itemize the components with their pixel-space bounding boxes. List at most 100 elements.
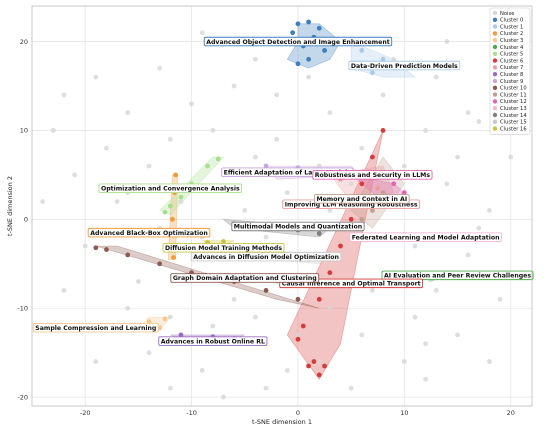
noise-point — [327, 110, 333, 116]
noise-point — [40, 199, 46, 204]
cluster-6-point — [380, 128, 386, 133]
cluster-0-point — [306, 56, 311, 62]
y-axis-label: t-SNE dimension 2 — [6, 176, 14, 236]
noise-point — [380, 92, 386, 98]
noise-point — [61, 288, 67, 293]
noise-point — [433, 288, 439, 293]
cluster-label-text: Memory and Context in AI — [316, 196, 407, 203]
cluster-5-point — [178, 194, 184, 200]
cluster-9-point — [263, 163, 269, 169]
cluster-6-point — [370, 154, 375, 160]
cluster-label-box — [349, 232, 502, 242]
legend-marker — [492, 38, 498, 43]
cluster-12-label: Robustness and Security in LLMs — [312, 170, 433, 180]
noise-point — [189, 101, 194, 107]
noise-point — [284, 368, 290, 373]
cluster-label-text: Advances in Robust Online RL — [161, 338, 265, 345]
cluster-10-point — [125, 252, 131, 258]
cluster-4-label: AI Evaluation and Peer Review Challenges — [381, 270, 534, 281]
noise-point — [253, 314, 258, 320]
cluster-10-point — [93, 245, 99, 251]
legend-label: Cluster 13 — [500, 106, 527, 112]
x-tick-label: -10 — [186, 409, 197, 417]
cluster-6-point — [348, 216, 354, 222]
cluster-label-text: Advanced Black-Box Optimization — [90, 230, 208, 237]
legend-label: Cluster 8 — [500, 72, 523, 78]
cluster-3-point — [146, 319, 152, 324]
legend-label: Cluster 16 — [500, 126, 527, 132]
legend-marker — [492, 72, 498, 77]
cluster-label-text: Federated Learning and Model Adaptation — [352, 234, 500, 241]
cluster-2-point — [171, 255, 176, 260]
cluster-6-point — [306, 363, 311, 369]
noise-point — [455, 154, 460, 160]
legend-label: Cluster 4 — [500, 45, 524, 51]
noise-point — [167, 136, 173, 142]
legend-item: Cluster 15 — [492, 119, 527, 126]
legend-marker — [492, 24, 498, 29]
noise-point — [348, 181, 354, 187]
legend-marker — [492, 51, 498, 56]
plot-frame — [31, 5, 533, 407]
noise-point — [359, 332, 365, 338]
legend-marker — [492, 58, 498, 63]
noise-point — [253, 154, 258, 160]
legend-item: Cluster 11 — [492, 92, 527, 98]
legend-label: Cluster 6 — [500, 58, 523, 64]
cluster-label-text: Advanced Object Detection and Image Enha… — [206, 39, 390, 46]
legend-marker — [492, 119, 498, 125]
noise-point — [295, 332, 301, 338]
cluster-5-point — [162, 209, 168, 215]
cluster-label-box — [32, 323, 159, 333]
cluster-label-text: Robustness and Security in LLMs — [315, 172, 431, 179]
noise-point — [199, 368, 205, 373]
cluster-10-point — [104, 247, 109, 252]
noise-point — [284, 190, 290, 196]
noise-point — [263, 234, 269, 240]
cluster-label-box — [231, 221, 365, 232]
noise-point — [157, 65, 163, 71]
noise-point — [370, 288, 375, 293]
cluster-label-box — [98, 183, 243, 193]
y-tick-label: 20 — [20, 38, 28, 46]
noise-point — [61, 92, 67, 98]
cluster-6-point — [322, 363, 327, 369]
cluster-label-text: Advances in Diffusion Model Optimization — [193, 254, 339, 261]
legend-label: Cluster 3 — [500, 38, 523, 44]
legend-label: Cluster 1 — [500, 24, 523, 30]
axis-ticks: -20 -10 0 10 20 -20 -10 0 10 20 — [17, 38, 514, 417]
noise-point — [125, 110, 131, 116]
cluster-15-label: Advances in Diffusion Model Optimization — [190, 251, 342, 262]
cluster-8-label: Advances in Robust Online RL — [158, 336, 268, 346]
legend-marker — [492, 78, 498, 84]
noise-point — [401, 163, 407, 169]
legend-marker — [492, 126, 498, 131]
noise-point — [412, 243, 418, 249]
noise-point — [476, 119, 482, 124]
legend-item: Cluster 9 — [492, 78, 523, 85]
cluster-6-point — [338, 243, 343, 249]
legend-marker — [492, 65, 498, 70]
noise-point — [125, 305, 131, 311]
legend-marker — [492, 92, 498, 97]
cluster-2-label: Advanced Black-Box Optimization — [87, 227, 211, 238]
cluster-label-text: Sample Compression and Learning — [35, 325, 156, 332]
x-axis-label: t-SNE dimension 1 — [252, 418, 312, 426]
legend-item: Cluster 8 — [492, 72, 523, 78]
legend-label: Cluster 2 — [500, 31, 523, 37]
noise-point — [508, 154, 514, 160]
legend-item: Cluster 12 — [492, 99, 527, 105]
cluster-6-point — [295, 336, 301, 342]
cluster-label-box — [203, 36, 393, 47]
noise-point — [455, 332, 460, 338]
cluster-5-label: Optimization and Convergence Analysis — [98, 183, 243, 193]
cluster-10-label: Graph Domain Adaptation and Clustering — [170, 273, 320, 283]
cluster-label-text: Data-Driven Prediction Models — [351, 63, 458, 70]
noise-points — [40, 30, 524, 400]
noise-point — [487, 208, 492, 213]
cluster-label-box — [170, 273, 320, 283]
noise-point — [221, 394, 226, 400]
cluster-label-text: Graph Domain Adaptation and Clustering — [173, 275, 317, 282]
cluster-11-point — [370, 208, 375, 213]
